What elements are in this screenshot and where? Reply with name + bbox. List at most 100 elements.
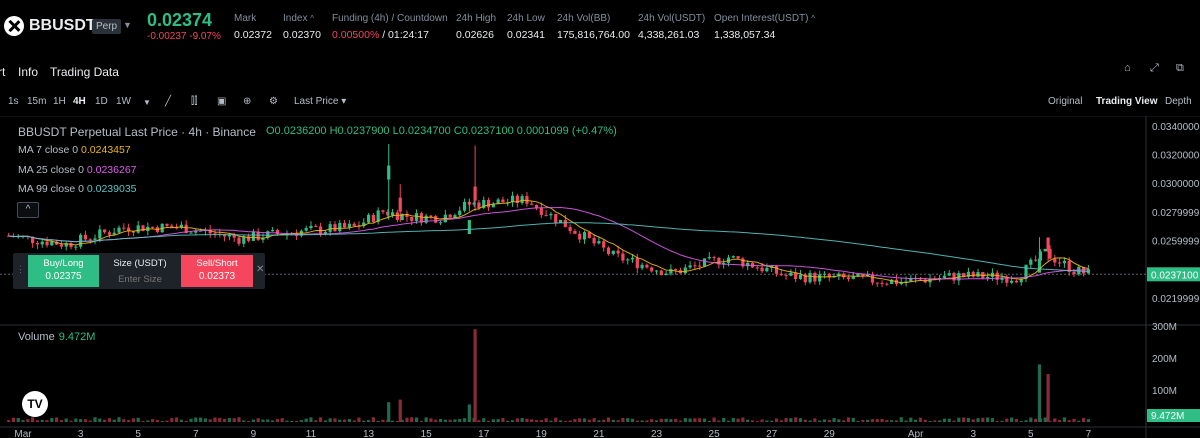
candle-body bbox=[93, 238, 97, 240]
interval-1h[interactable]: 1H bbox=[53, 96, 66, 107]
volume-axis-label: 300M bbox=[1152, 322, 1177, 333]
drag-handle-icon[interactable]: ⋮ bbox=[16, 264, 25, 274]
time-axis-label: 3 bbox=[78, 429, 84, 438]
candle-body bbox=[496, 199, 500, 204]
tab-trading-data[interactable]: Trading Data bbox=[50, 65, 119, 79]
close-icon[interactable]: ✕ bbox=[256, 264, 265, 275]
settings-icon[interactable]: ⚙ bbox=[269, 96, 278, 107]
add-indicator-icon[interactable]: ⊕ bbox=[243, 96, 252, 107]
candle-body bbox=[611, 250, 615, 254]
spike-volume-bar bbox=[387, 402, 391, 422]
volume-bar bbox=[256, 418, 260, 422]
interval-1s[interactable]: 1s bbox=[8, 96, 19, 107]
candle-body bbox=[573, 231, 577, 234]
chart-area[interactable]: 0.0340000 0.0320000 0.0300000 0.0279999 0.02… bbox=[0, 116, 1200, 438]
candle-body bbox=[808, 272, 812, 283]
candle-body bbox=[222, 234, 227, 237]
volume-bar bbox=[726, 420, 731, 422]
candle-body bbox=[194, 230, 198, 233]
volume-bar bbox=[160, 421, 164, 422]
candle-body bbox=[650, 267, 654, 272]
price-axis-label: 0.0279999 bbox=[1152, 208, 1200, 219]
symbol-name[interactable]: BBUSDT bbox=[29, 17, 96, 34]
candle-body bbox=[414, 213, 419, 221]
volume-bar bbox=[194, 417, 198, 422]
volume-bar bbox=[506, 420, 510, 422]
view-depth[interactable]: Depth bbox=[1165, 96, 1192, 107]
stat-label: 24h Vol(BB) bbox=[557, 13, 611, 24]
popout-icon[interactable]: ⧉ bbox=[1176, 62, 1184, 74]
volume-bar bbox=[107, 418, 112, 422]
stat-value: 0.00500% / 01:24:17 bbox=[332, 29, 429, 41]
candle-body bbox=[477, 202, 481, 209]
legend-collapse-button[interactable]: ^ bbox=[17, 202, 39, 218]
volume-bar bbox=[746, 419, 750, 422]
volume-bar bbox=[592, 418, 596, 422]
interval-more-icon[interactable]: ▼ bbox=[143, 98, 151, 107]
volume-bar bbox=[722, 417, 726, 422]
sell-short-button[interactable]: Sell/Short 0.02373 bbox=[181, 255, 253, 287]
interval-15m[interactable]: 15m bbox=[27, 96, 47, 107]
candle-body bbox=[266, 231, 270, 238]
candle-body bbox=[870, 274, 875, 283]
candle-body bbox=[1038, 251, 1043, 261]
symbol-dropdown-icon[interactable]: ▼ bbox=[123, 20, 132, 30]
candle-body bbox=[386, 211, 390, 216]
candle-body bbox=[731, 256, 735, 258]
candle-body bbox=[702, 258, 707, 267]
ma99-line bbox=[8, 222, 1089, 272]
candle-body bbox=[659, 270, 663, 276]
interval-1d[interactable]: 1D bbox=[95, 96, 108, 107]
candle-body bbox=[947, 273, 951, 276]
tab-chart[interactable]: rt bbox=[0, 65, 6, 79]
candle-body bbox=[189, 232, 193, 234]
buy-long-button[interactable]: Buy/Long 0.02375 bbox=[28, 255, 99, 287]
volume-bar bbox=[947, 418, 951, 422]
volume-bar bbox=[933, 420, 937, 422]
size-input[interactable] bbox=[108, 274, 172, 285]
candle-body bbox=[971, 271, 975, 277]
volume-bar bbox=[55, 417, 59, 422]
candle-body bbox=[549, 213, 553, 216]
time-axis-label: 7 bbox=[1086, 429, 1092, 438]
close-x-logo-icon[interactable] bbox=[4, 16, 24, 36]
tradingview-logo-icon[interactable]: TV bbox=[22, 391, 48, 417]
spike-volume-bar bbox=[1037, 364, 1042, 422]
camera-icon[interactable]: ▣ bbox=[217, 96, 227, 107]
candlestick-chart[interactable]: 0.0340000 0.0320000 0.0300000 0.0279999 0.02… bbox=[0, 116, 1200, 438]
candle-body bbox=[338, 222, 342, 232]
volume-bar bbox=[851, 417, 855, 422]
candle-body bbox=[342, 222, 347, 228]
candle-body bbox=[136, 225, 140, 233]
interval-1w[interactable]: 1W bbox=[116, 96, 131, 107]
alert-bell-icon[interactable]: ⌂ bbox=[1124, 62, 1131, 74]
view-original[interactable]: Original bbox=[1048, 96, 1083, 107]
view-trading-view[interactable]: Trading View bbox=[1096, 96, 1158, 107]
volume-bar bbox=[558, 420, 563, 422]
candle-type-icon[interactable]: ⫿⫿ bbox=[191, 96, 198, 107]
candle-body bbox=[1058, 262, 1062, 264]
volume-bar bbox=[971, 419, 975, 422]
candle-body bbox=[1010, 280, 1014, 283]
candle-body bbox=[904, 281, 908, 283]
candle-body bbox=[270, 229, 275, 232]
volume-bar bbox=[69, 420, 73, 422]
candle-body bbox=[362, 222, 366, 226]
volume-bar bbox=[1062, 417, 1067, 422]
indicator-icon[interactable]: ╱ bbox=[165, 96, 172, 107]
candle-body bbox=[510, 195, 515, 203]
volume-bar bbox=[362, 420, 366, 422]
interval-4h[interactable]: 4H bbox=[73, 96, 86, 107]
expand-icon[interactable]: ⤢ bbox=[1150, 62, 1159, 74]
candle-body bbox=[40, 241, 44, 245]
stat-mark: Mark 0.02372 bbox=[234, 13, 272, 41]
candle-body bbox=[462, 201, 467, 211]
price-type-select[interactable]: Last Price ▾ bbox=[294, 96, 347, 107]
volume-bar bbox=[1058, 420, 1062, 422]
candle-body bbox=[760, 267, 764, 272]
time-axis-label: 7 bbox=[193, 429, 199, 438]
candle-body bbox=[390, 212, 395, 216]
stat-value: 175,816,764.00 bbox=[557, 29, 630, 41]
tab-info[interactable]: Info bbox=[18, 65, 39, 79]
volume-bar bbox=[213, 417, 217, 422]
